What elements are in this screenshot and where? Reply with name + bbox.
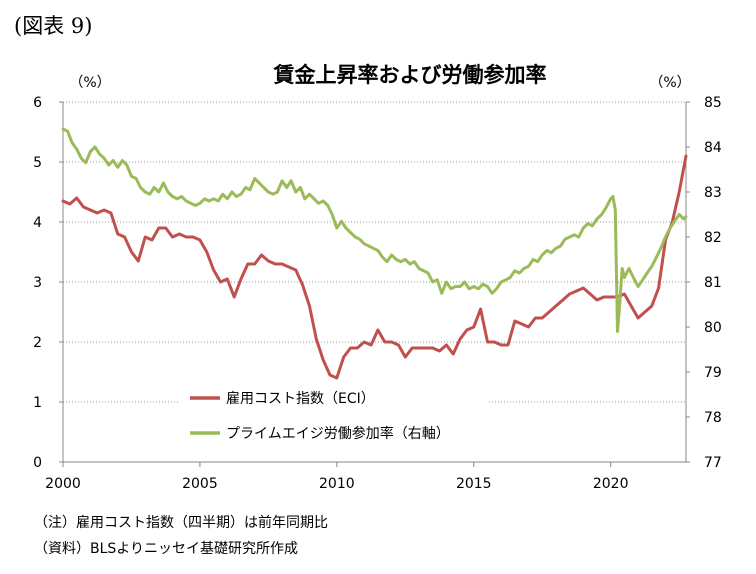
series-group bbox=[61, 127, 688, 380]
right-tick-label: 84 bbox=[704, 140, 722, 156]
right-tick-label: 77 bbox=[704, 455, 722, 471]
grid bbox=[63, 101, 686, 403]
right-tick-label: 79 bbox=[704, 365, 722, 381]
legend-label: プライムエイジ労働参加率（右軸） bbox=[226, 425, 450, 442]
right-tick-label: 82 bbox=[704, 230, 722, 246]
eci-line bbox=[61, 154, 688, 380]
note-text: （注）雇用コスト指数（四半期）は前年同期比 bbox=[34, 515, 328, 531]
source-text: （資料）BLSよりニッセイ基礎研究所作成 bbox=[34, 541, 299, 557]
legend-background bbox=[178, 420, 493, 446]
chart-title: 賃金上昇率および労働参加率 bbox=[273, 63, 547, 87]
chart: 0 1 2 3 4 5 6 77 78 79 80 81 82 83 84 85 2000 2005 2010 201… bbox=[33, 63, 722, 492]
right-tick-label: 81 bbox=[704, 275, 722, 291]
left-tick-label: 4 bbox=[33, 215, 42, 231]
right-axis-unit: （%） bbox=[649, 75, 690, 91]
legend: 雇用コスト指数（ECI） プライムエイジ労働参加率（右軸） bbox=[178, 385, 493, 446]
x-tick-label: 2015 bbox=[456, 476, 492, 492]
left-tick-label: 3 bbox=[33, 275, 42, 291]
participation-rate-line bbox=[61, 127, 688, 333]
left-tick-label: 6 bbox=[33, 95, 42, 111]
left-tick-label: 1 bbox=[33, 395, 42, 411]
legend-label: 雇用コスト指数（ECI） bbox=[226, 390, 375, 407]
axes: 0 1 2 3 4 5 6 77 78 79 80 81 82 83 84 85 2000 2005 2010 201… bbox=[33, 95, 722, 492]
x-tick-label: 2020 bbox=[593, 476, 629, 492]
x-tick-label: 2010 bbox=[319, 476, 355, 492]
right-tick-label: 83 bbox=[704, 185, 722, 201]
left-axis-unit: （%） bbox=[69, 75, 110, 91]
legend-background bbox=[178, 385, 488, 411]
figure-label: (図表 9) bbox=[14, 14, 93, 38]
right-tick-label: 80 bbox=[704, 320, 722, 336]
left-tick-label: 5 bbox=[33, 155, 42, 171]
x-tick-label: 2000 bbox=[45, 476, 81, 492]
x-tick-label: 2005 bbox=[182, 476, 218, 492]
left-tick-label: 0 bbox=[33, 455, 42, 471]
left-tick-label: 2 bbox=[33, 335, 42, 351]
right-tick-label: 78 bbox=[704, 410, 722, 426]
right-tick-label: 85 bbox=[704, 95, 722, 111]
